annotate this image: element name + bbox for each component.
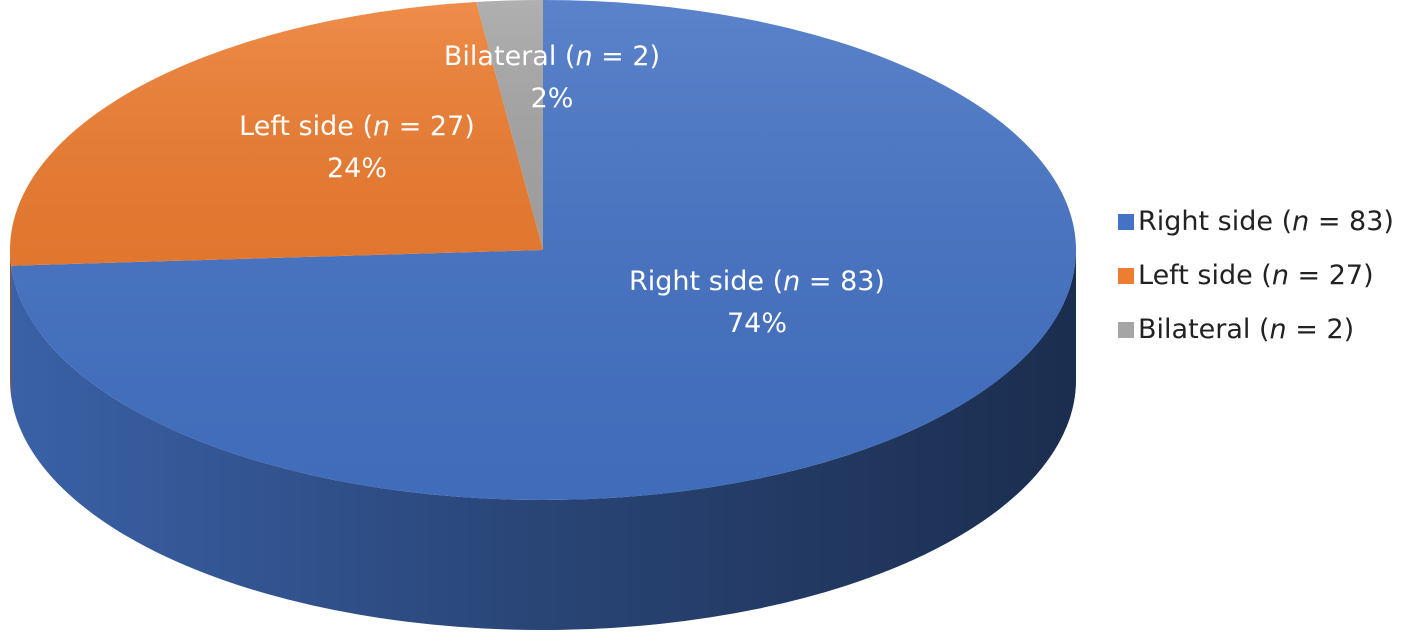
data-label-name: Bilateral (n = 2) <box>444 41 660 72</box>
legend-swatch <box>1118 214 1134 230</box>
pie-slice-gloss <box>9 1 543 266</box>
pie: Right side (n = 83) 74% Left side (n = 27)… <box>9 0 1076 630</box>
data-label-value: 74% <box>727 308 787 339</box>
pie-slice-gloss <box>476 0 543 250</box>
pie-side-shade <box>10 250 12 396</box>
pie-slice-gloss <box>11 0 1076 500</box>
data-label-value: 2% <box>531 83 574 114</box>
legend-label: Left side (n = 27) <box>1138 260 1374 291</box>
legend-swatch <box>1118 322 1134 338</box>
data-label-name: Right side (n = 83) <box>629 266 885 297</box>
legend-swatch <box>1118 268 1134 284</box>
data-label-name: Left side (n = 27) <box>239 111 475 142</box>
legend: Right side (n = 83) Left side (n = 27) Bil… <box>1118 206 1394 345</box>
data-label-value: 24% <box>327 153 387 184</box>
legend-label: Right side (n = 83) <box>1138 206 1394 237</box>
legend-label: Bilateral (n = 2) <box>1138 314 1354 345</box>
pie-side-shade <box>11 250 1076 630</box>
